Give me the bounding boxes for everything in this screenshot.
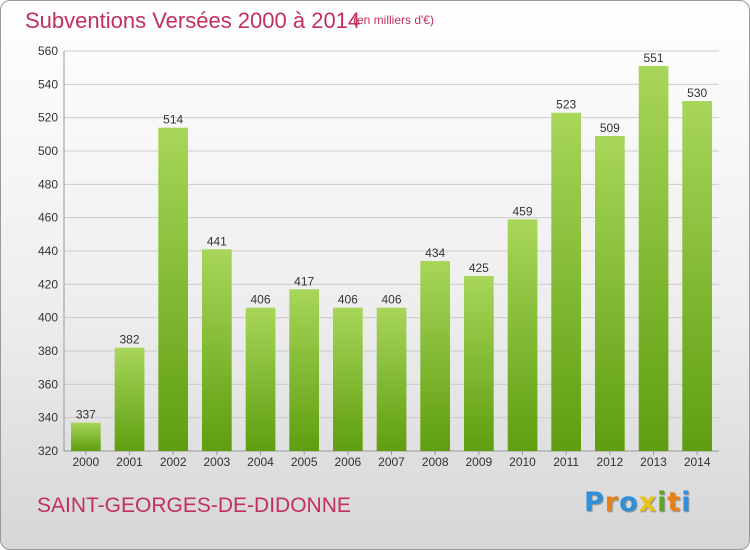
logo-letter: x — [638, 487, 658, 518]
x-tick-label: 2010 — [509, 455, 536, 469]
x-tick-label: 2012 — [596, 455, 623, 469]
bar-2000 — [71, 422, 101, 451]
data-label: 509 — [600, 121, 620, 135]
bar-2013 — [638, 66, 669, 451]
x-tick-label: 2000 — [72, 455, 99, 469]
y-tick-label: 340 — [38, 411, 58, 425]
logo-letter: P — [584, 487, 605, 518]
x-tick-label: 2009 — [465, 455, 492, 469]
y-tick-label: 520 — [38, 111, 58, 125]
y-tick-label: 360 — [38, 377, 58, 391]
y-tick-label: 440 — [38, 244, 58, 258]
y-tick-label: 540 — [38, 77, 58, 91]
y-tick-label: 480 — [38, 177, 58, 191]
data-label: 382 — [119, 333, 139, 347]
label-layer: 337 382 514 441 406 417 406 406 434 425 459 523 509 5… — [76, 51, 708, 422]
data-label: 417 — [294, 274, 314, 288]
x-tick-label: 2004 — [247, 455, 274, 469]
bar-2014 — [682, 101, 712, 451]
data-label: 441 — [207, 234, 227, 248]
bar-2011 — [551, 112, 581, 451]
logo-letter: i — [681, 487, 692, 518]
bar-2012 — [595, 136, 625, 451]
bar-2002 — [158, 127, 188, 451]
data-label: 434 — [425, 246, 445, 260]
logo-letter: r — [604, 487, 620, 518]
bar-2009 — [464, 276, 494, 451]
bar-layer — [71, 66, 712, 451]
x-tick-label: 2005 — [291, 455, 318, 469]
chart-title: Subventions Versées 2000 à 2014 — [25, 8, 361, 33]
data-label: 337 — [76, 408, 96, 422]
data-label: 425 — [469, 261, 489, 275]
x-tick-label: 2014 — [684, 455, 711, 469]
bar-2006 — [333, 307, 363, 451]
x-tick-label: 2002 — [160, 455, 187, 469]
y-tick-label: 460 — [38, 211, 58, 225]
data-label: 406 — [338, 293, 358, 307]
x-tick-label: 2001 — [116, 455, 143, 469]
y-tick-label: 320 — [38, 444, 58, 458]
data-label: 551 — [643, 51, 663, 65]
data-label: 406 — [381, 293, 401, 307]
logo-letter: o — [619, 487, 639, 518]
data-label: 514 — [163, 113, 183, 127]
bar-2010 — [507, 219, 538, 451]
x-tick-label: 2008 — [422, 455, 449, 469]
bar-2007 — [376, 307, 407, 451]
y-tick-label: 560 — [38, 44, 58, 58]
bar-2008 — [420, 261, 450, 451]
x-tick-label: 2006 — [334, 455, 361, 469]
bar-2001 — [114, 347, 145, 451]
x-tick-label: 2011 — [553, 455, 579, 469]
data-label: 459 — [512, 204, 532, 218]
x-tick-label: 2003 — [203, 455, 230, 469]
bar-2005 — [289, 289, 319, 451]
y-tick-label: 420 — [38, 277, 58, 291]
x-tick-label: 2007 — [378, 455, 405, 469]
logo-letter: t — [667, 487, 682, 518]
data-label: 406 — [250, 293, 270, 307]
logo-letter: i — [657, 487, 668, 518]
data-label: 530 — [687, 86, 707, 100]
chart-subtitle: (en milliers d'€) — [353, 13, 434, 27]
y-tick-label: 400 — [38, 311, 58, 325]
y-tick-label: 380 — [38, 344, 58, 358]
y-tick-label: 500 — [38, 144, 58, 158]
x-tick-label: 2013 — [640, 455, 667, 469]
data-label: 523 — [556, 98, 576, 112]
bar-2003 — [202, 249, 232, 451]
commune-name: SAINT-GEORGES-DE-DIDONNE — [37, 494, 351, 517]
bar-2004 — [245, 307, 276, 451]
proxiti-logo: Proxiti — [584, 487, 694, 527]
